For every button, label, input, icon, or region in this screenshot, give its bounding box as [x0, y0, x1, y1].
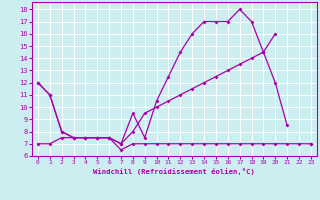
X-axis label: Windchill (Refroidissement éolien,°C): Windchill (Refroidissement éolien,°C)	[93, 168, 255, 175]
